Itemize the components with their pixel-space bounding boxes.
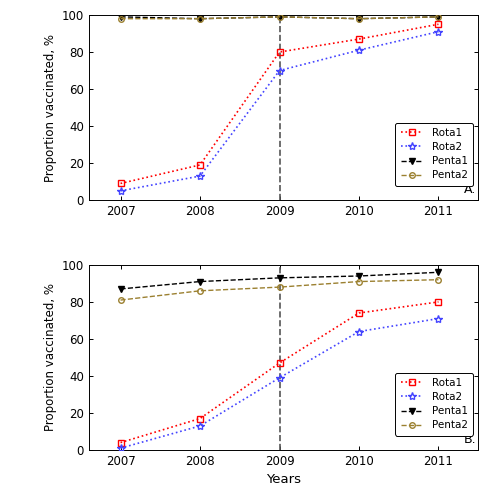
Text: B.: B. — [463, 434, 476, 446]
Legend: Rota1, Rota2, Penta1, Penta2: Rota1, Rota2, Penta1, Penta2 — [395, 122, 473, 186]
Y-axis label: Proportion vaccinated, %: Proportion vaccinated, % — [44, 284, 58, 432]
Y-axis label: Proportion vaccinated, %: Proportion vaccinated, % — [44, 34, 58, 182]
Text: A.: A. — [464, 184, 476, 196]
Legend: Rota1, Rota2, Penta1, Penta2: Rota1, Rota2, Penta1, Penta2 — [395, 372, 473, 436]
X-axis label: Years: Years — [266, 474, 301, 486]
